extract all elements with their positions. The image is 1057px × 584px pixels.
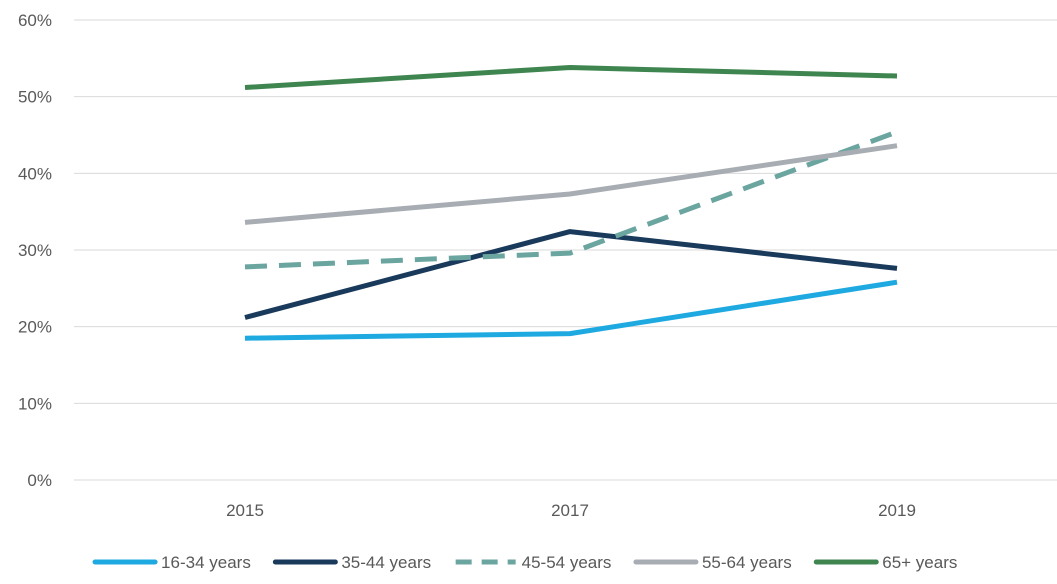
series-line-35-44-years <box>244 229 898 320</box>
y-tick-label: 0% <box>27 471 52 490</box>
series-line-16-34-years <box>244 279 898 341</box>
legend: 16-34 years 35-44 years 45-54 years 55-64 y… <box>92 553 957 572</box>
x-axis: 2015 2017 2019 <box>226 501 916 520</box>
legend-item: 65+ years <box>813 553 957 572</box>
legend-item: 45-54 years <box>455 553 612 572</box>
legend-item: 16-34 years <box>92 553 251 572</box>
series-line-45-54-years <box>244 129 898 270</box>
gridlines <box>74 19 1057 481</box>
legend-item: 55-64 years <box>633 553 792 572</box>
x-tick-label: 2015 <box>226 501 264 520</box>
series-line-55-64-years <box>244 143 898 225</box>
legend-label: 35-44 years <box>341 553 431 572</box>
y-tick-label: 30% <box>18 241 52 260</box>
y-tick-label: 10% <box>18 394 52 413</box>
y-tick-label: 20% <box>18 318 52 337</box>
legend-label: 55-64 years <box>702 553 792 572</box>
y-tick-label: 50% <box>18 88 52 107</box>
legend-label: 65+ years <box>882 553 957 572</box>
series-lines <box>244 65 898 341</box>
x-tick-label: 2017 <box>551 501 589 520</box>
y-tick-label: 60% <box>18 11 52 30</box>
legend-label: 16-34 years <box>161 553 251 572</box>
x-tick-label: 2019 <box>878 501 916 520</box>
legend-label: 45-54 years <box>522 553 612 572</box>
legend-item: 35-44 years <box>272 553 431 572</box>
series-line-65-years <box>244 65 898 90</box>
y-axis: 0% 10% 20% 30% 40% 50% 60% <box>18 11 52 490</box>
y-tick-label: 40% <box>18 164 52 183</box>
